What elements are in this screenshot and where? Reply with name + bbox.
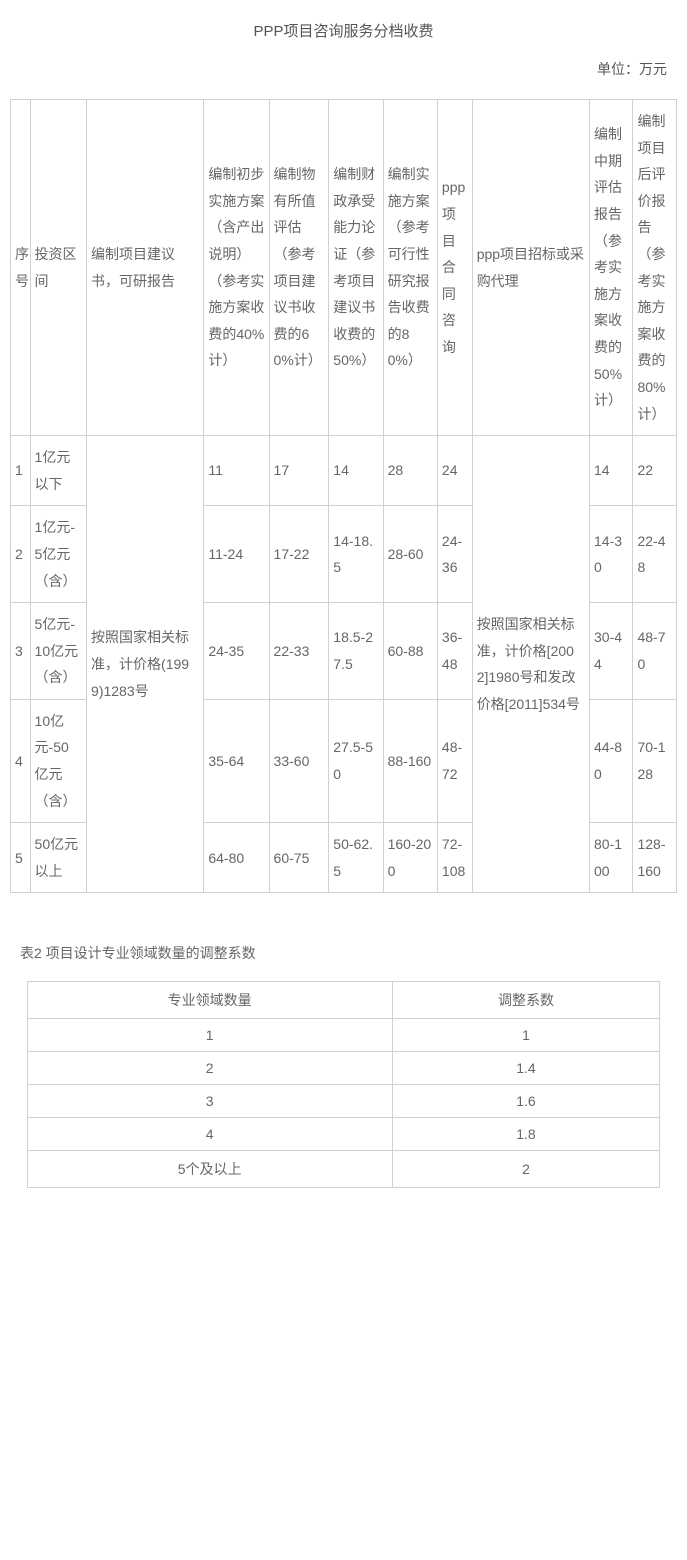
header-col3: 编制项目建议书，可研报告 — [87, 100, 204, 436]
header-col6: 编制财政承受能力论证（参考项目建议书收费的50%） — [329, 100, 383, 436]
cell-value: 60-88 — [383, 603, 437, 700]
cell-value: 11-24 — [204, 506, 269, 603]
cell-range: 5亿元-10亿元（含） — [30, 603, 86, 700]
header-range: 投资区间 — [30, 100, 86, 436]
header-idx: 序号 — [11, 100, 31, 436]
cell-range: 1亿元以下 — [30, 436, 86, 506]
cell-idx: 1 — [11, 436, 31, 506]
table-row: 21.4 — [27, 1052, 660, 1085]
cell-value: 17 — [269, 436, 329, 506]
cell-value: 28-60 — [383, 506, 437, 603]
table-row: 11亿元以下按照国家相关标准，计价格(1999)1283号1117142824按… — [11, 436, 677, 506]
cell-value: 70-128 — [633, 699, 677, 822]
cell-value: 36-48 — [437, 603, 472, 700]
cell-value: 160-200 — [383, 823, 437, 893]
page-title: PPP项目咨询服务分档收费 — [10, 20, 677, 41]
cell-merged-col3: 按照国家相关标准，计价格(1999)1283号 — [87, 436, 204, 893]
header-col5: 编制物有所值评估（参考项目建议书收费的60%计） — [269, 100, 329, 436]
cell-range: 10亿元-50亿元（含） — [30, 699, 86, 822]
cell-value: 2 — [27, 1052, 392, 1085]
header-col9: ppp项目招标或采购代理 — [472, 100, 589, 436]
adj-header-row: 专业领域数量 调整系数 — [27, 982, 660, 1019]
cell-merged-col9: 按照国家相关标准，计价格[2002]1980号和发改价格[2011]534号 — [472, 436, 589, 893]
adj-table-body: 1121.431.641.85个及以上2 — [27, 1019, 660, 1188]
section2-title: 表2 项目设计专业领域数量的调整系数 — [10, 943, 677, 963]
table-row: 31.6 — [27, 1085, 660, 1118]
cell-value: 30-44 — [590, 603, 633, 700]
cell-value: 1.4 — [392, 1052, 660, 1085]
cell-idx: 3 — [11, 603, 31, 700]
cell-value: 1 — [392, 1019, 660, 1052]
cell-value: 64-80 — [204, 823, 269, 893]
header-col7: 编制实施方案（参考可行性研究报告收费的80%） — [383, 100, 437, 436]
cell-value: 24-35 — [204, 603, 269, 700]
table-row: 41.8 — [27, 1118, 660, 1151]
cell-value: 22-33 — [269, 603, 329, 700]
table-row: 11 — [27, 1019, 660, 1052]
cell-value: 50-62.5 — [329, 823, 383, 893]
adj-header-2: 调整系数 — [392, 982, 660, 1019]
cell-value: 4 — [27, 1118, 392, 1151]
cell-range: 50亿元以上 — [30, 823, 86, 893]
main-table-body: 11亿元以下按照国家相关标准，计价格(1999)1283号1117142824按… — [11, 436, 677, 893]
cell-value: 60-75 — [269, 823, 329, 893]
main-fee-table: 序号 投资区间 编制项目建议书，可研报告 编制初步实施方案（含产出说明）（参考实… — [10, 99, 677, 893]
cell-value: 44-80 — [590, 699, 633, 822]
cell-value: 88-160 — [383, 699, 437, 822]
unit-label: 单位：万元 — [10, 59, 677, 79]
cell-value: 14 — [590, 436, 633, 506]
header-col8: ppp项目合同咨询 — [437, 100, 472, 436]
cell-value: 72-108 — [437, 823, 472, 893]
adj-header-1: 专业领域数量 — [27, 982, 392, 1019]
header-col11: 编制项目后评价报告（参考实施方案收费的80%计） — [633, 100, 677, 436]
cell-value: 14-30 — [590, 506, 633, 603]
cell-value: 2 — [392, 1151, 660, 1188]
cell-value: 17-22 — [269, 506, 329, 603]
cell-value: 11 — [204, 436, 269, 506]
cell-value: 35-64 — [204, 699, 269, 822]
cell-value: 3 — [27, 1085, 392, 1118]
cell-value: 33-60 — [269, 699, 329, 822]
cell-range: 1亿元-5亿元（含） — [30, 506, 86, 603]
table-header-row: 序号 投资区间 编制项目建议书，可研报告 编制初步实施方案（含产出说明）（参考实… — [11, 100, 677, 436]
cell-value: 128-160 — [633, 823, 677, 893]
cell-value: 22 — [633, 436, 677, 506]
cell-idx: 4 — [11, 699, 31, 822]
table-row: 5个及以上2 — [27, 1151, 660, 1188]
cell-value: 5个及以上 — [27, 1151, 392, 1188]
cell-value: 18.5-27.5 — [329, 603, 383, 700]
cell-idx: 5 — [11, 823, 31, 893]
cell-value: 24 — [437, 436, 472, 506]
adjustment-table: 专业领域数量 调整系数 1121.431.641.85个及以上2 — [27, 981, 661, 1188]
cell-value: 28 — [383, 436, 437, 506]
header-col10: 编制中期评估报告（参考实施方案收费的50%计） — [590, 100, 633, 436]
cell-value: 1 — [27, 1019, 392, 1052]
cell-value: 48-72 — [437, 699, 472, 822]
cell-value: 14-18.5 — [329, 506, 383, 603]
cell-value: 1.6 — [392, 1085, 660, 1118]
header-col4: 编制初步实施方案（含产出说明）（参考实施方案收费的40%计） — [204, 100, 269, 436]
cell-value: 24-36 — [437, 506, 472, 603]
cell-value: 80-100 — [590, 823, 633, 893]
cell-value: 22-48 — [633, 506, 677, 603]
cell-idx: 2 — [11, 506, 31, 603]
cell-value: 27.5-50 — [329, 699, 383, 822]
cell-value: 14 — [329, 436, 383, 506]
cell-value: 48-70 — [633, 603, 677, 700]
cell-value: 1.8 — [392, 1118, 660, 1151]
